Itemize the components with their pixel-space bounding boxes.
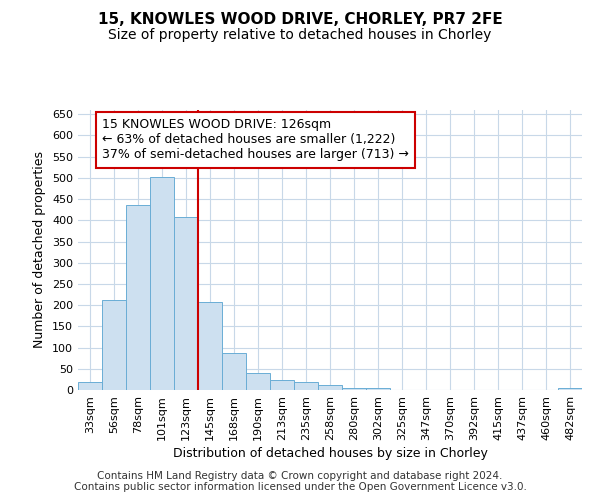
Bar [318, 385, 342, 390]
Bar [366, 388, 390, 390]
Text: 15, KNOWLES WOOD DRIVE, CHORLEY, PR7 2FE: 15, KNOWLES WOOD DRIVE, CHORLEY, PR7 2FE [98, 12, 502, 28]
Bar [222, 353, 246, 390]
Bar [246, 373, 270, 390]
Bar [150, 177, 174, 390]
Y-axis label: Number of detached properties: Number of detached properties [34, 152, 46, 348]
Bar [270, 380, 294, 390]
Bar [174, 218, 198, 390]
Text: Size of property relative to detached houses in Chorley: Size of property relative to detached ho… [109, 28, 491, 42]
Bar [198, 302, 222, 390]
Bar [126, 206, 150, 390]
Text: 15 KNOWLES WOOD DRIVE: 126sqm
← 63% of detached houses are smaller (1,222)
37% o: 15 KNOWLES WOOD DRIVE: 126sqm ← 63% of d… [102, 118, 409, 162]
Text: Contains HM Land Registry data © Crown copyright and database right 2024.
Contai: Contains HM Land Registry data © Crown c… [74, 471, 526, 492]
Bar [78, 382, 102, 390]
Bar [102, 300, 126, 390]
Bar [342, 388, 366, 390]
Bar [294, 382, 318, 390]
Bar [558, 388, 582, 390]
X-axis label: Distribution of detached houses by size in Chorley: Distribution of detached houses by size … [173, 447, 487, 460]
